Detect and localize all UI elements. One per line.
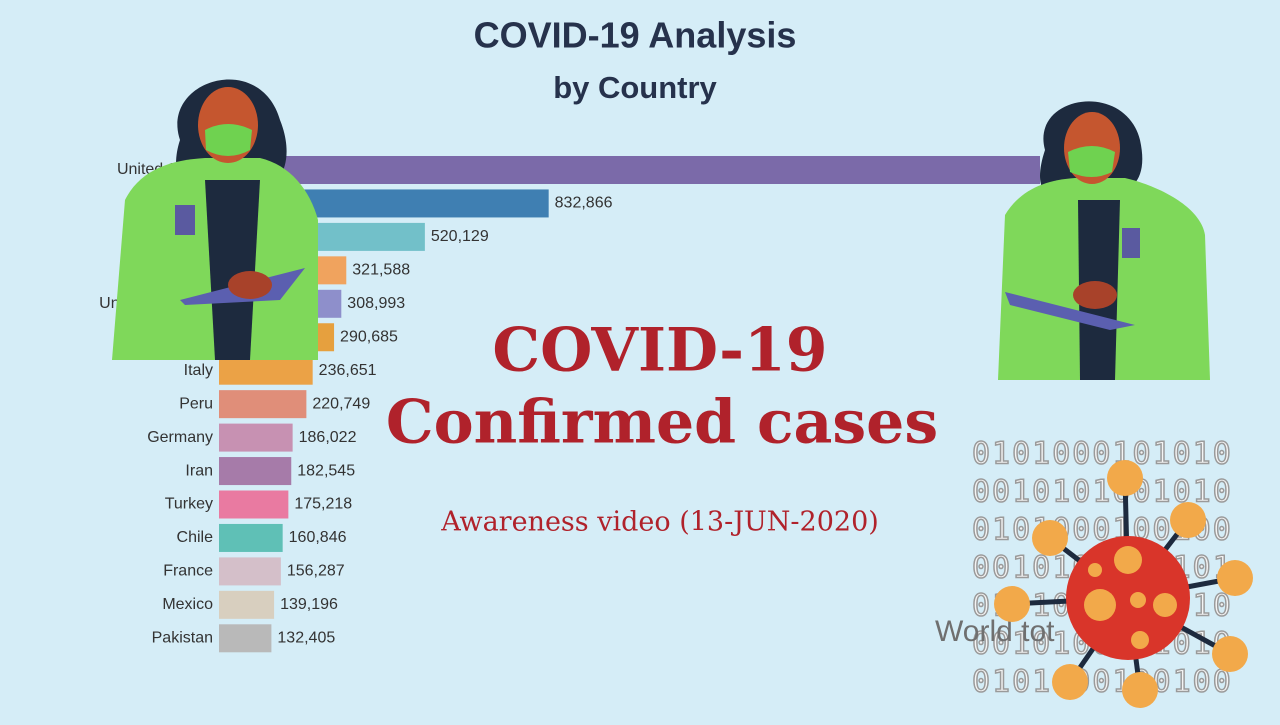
value-label: 321,588 xyxy=(352,262,410,279)
value-label: 520,129 xyxy=(431,228,489,245)
category-label: France xyxy=(163,563,213,580)
category-label: Italy xyxy=(184,362,213,379)
value-label: 175,218 xyxy=(294,496,352,513)
bar xyxy=(219,624,272,653)
category-label: Turkey xyxy=(165,496,213,513)
bar xyxy=(219,457,292,486)
bar xyxy=(219,390,307,419)
value-label: 236,651 xyxy=(319,362,377,379)
bar xyxy=(219,423,293,452)
doctor-left xyxy=(112,79,318,360)
doctor-right xyxy=(998,101,1210,380)
category-label: Iran xyxy=(185,462,213,479)
binary-row: 0101000100100 xyxy=(972,665,1233,700)
bar xyxy=(219,490,289,519)
value-label: 290,685 xyxy=(340,328,398,345)
value-label: 186,022 xyxy=(299,429,357,446)
category-label: Peru xyxy=(179,395,213,412)
category-label: Mexico xyxy=(162,596,213,613)
bar xyxy=(219,356,313,385)
category-label: Pakistan xyxy=(152,630,213,647)
value-label: 308,993 xyxy=(347,295,405,312)
caption: Awareness video (13-JUN-2020) xyxy=(440,507,879,538)
bar xyxy=(219,557,281,586)
virus-icon xyxy=(994,460,1253,708)
value-label: 160,846 xyxy=(289,529,347,546)
footer-text: World tot xyxy=(935,615,1055,648)
category-label: Chile xyxy=(177,529,214,546)
headline: Confirmed cases xyxy=(386,388,938,458)
bar xyxy=(219,156,1040,184)
binary-row: 0101000101010 xyxy=(972,437,1233,472)
chart-subtitle: by Country xyxy=(553,70,717,105)
value-label: 182,545 xyxy=(297,462,355,479)
value-label: 132,405 xyxy=(277,630,335,647)
value-label: 832,866 xyxy=(555,195,613,212)
value-label: 156,287 xyxy=(287,563,345,580)
bar xyxy=(219,523,283,552)
chart-title: COVID-19 Analysis xyxy=(474,15,797,56)
headline: COVID-19 xyxy=(492,316,827,386)
value-label: 139,196 xyxy=(280,596,338,613)
category-label: Germany xyxy=(147,429,213,446)
value-label: 220,749 xyxy=(312,395,370,412)
bar xyxy=(219,590,275,619)
